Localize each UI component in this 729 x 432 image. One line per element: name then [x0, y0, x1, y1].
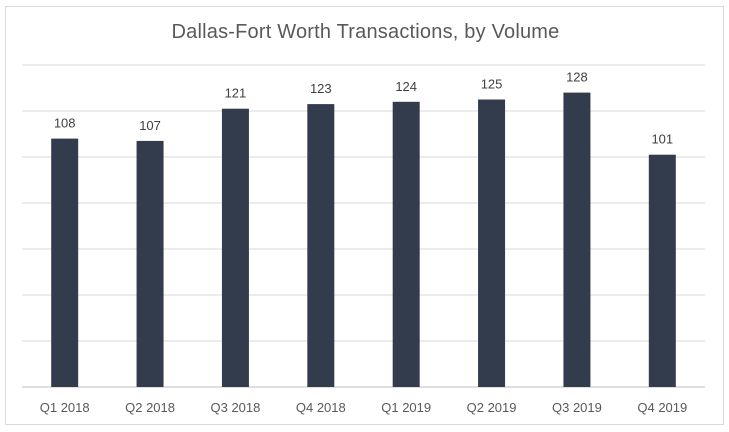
data-label: 128 — [566, 70, 588, 85]
x-tick-label: Q1 2019 — [381, 400, 431, 415]
data-label: 124 — [395, 79, 417, 94]
x-axis-ticks: Q1 2018 Q2 2018 Q3 2018 Q4 2018 Q1 2019 Q2 20… — [40, 400, 688, 415]
bar — [221, 108, 249, 387]
bar — [136, 140, 164, 387]
x-tick-label: Q4 2018 — [296, 400, 346, 415]
x-tick-label: Q3 2019 — [552, 400, 602, 415]
data-label: 123 — [310, 81, 332, 96]
data-labels: 108 107 121 123 124 125 128 101 — [54, 70, 673, 147]
bar — [307, 104, 335, 387]
data-label: 121 — [225, 86, 247, 101]
bars — [51, 92, 676, 388]
data-label: 107 — [139, 118, 161, 133]
gridlines — [22, 64, 705, 388]
x-tick-label: Q3 2018 — [211, 400, 261, 415]
bar — [648, 154, 676, 387]
bar — [563, 92, 591, 387]
data-label: 125 — [481, 77, 503, 92]
x-tick-label: Q2 2018 — [125, 400, 175, 415]
data-label: 108 — [54, 116, 76, 131]
x-tick-label: Q1 2018 — [40, 400, 90, 415]
bar — [478, 99, 506, 387]
x-tick-label: Q4 2019 — [637, 400, 687, 415]
chart-title: Dallas-Fort Worth Transactions, by Volum… — [171, 21, 560, 43]
bar — [392, 101, 420, 388]
data-label: 101 — [651, 132, 673, 147]
x-tick-label: Q2 2019 — [467, 400, 517, 415]
chart-container: Dallas-Fort Worth Transactions, by Volum… — [5, 6, 724, 425]
bar — [51, 138, 79, 387]
